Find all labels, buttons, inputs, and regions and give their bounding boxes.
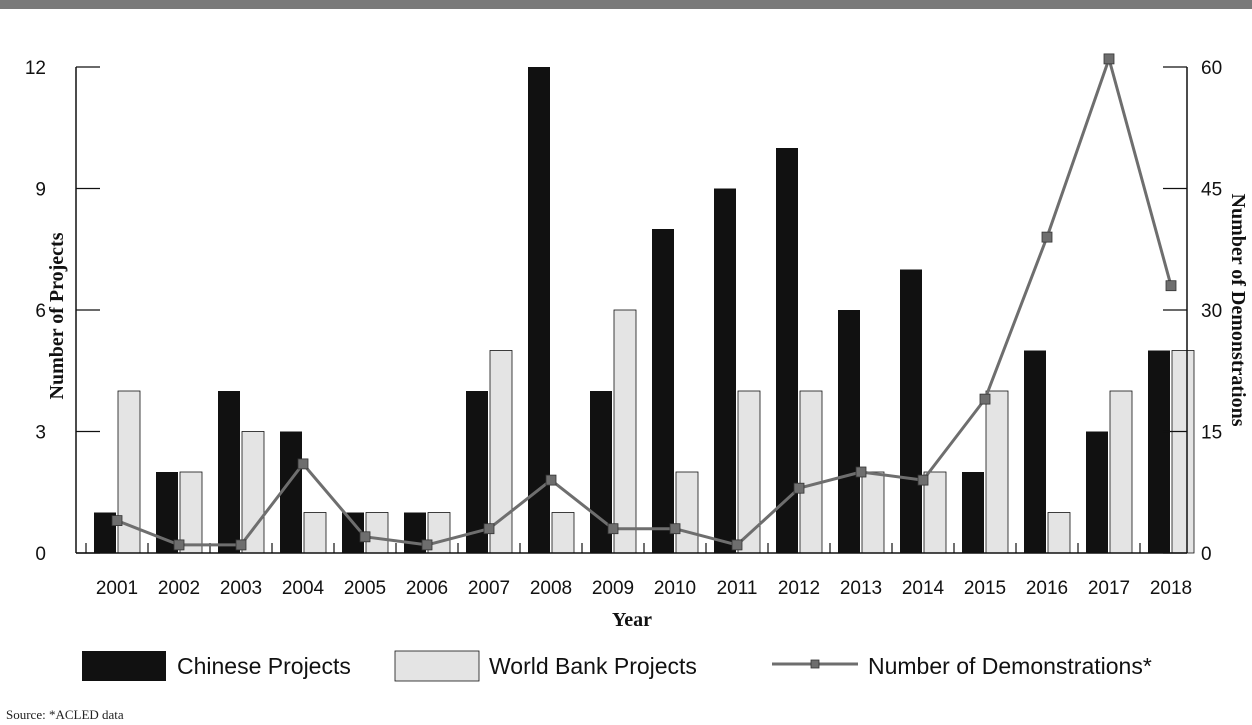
- bar-chinese-2008: [528, 67, 550, 553]
- demonstrations-point-2017: [1103, 53, 1115, 65]
- bar-worldbank-2007: [489, 350, 513, 554]
- bar-worldbank-2003: [241, 431, 265, 554]
- x-tick-label-2010: 2010: [654, 578, 696, 599]
- y-tick-left-label-6: 6: [35, 301, 46, 322]
- x-tick-label-2015: 2015: [964, 578, 1006, 599]
- x-tick-label-2007: 2007: [468, 578, 510, 599]
- x-tick-label-2004: 2004: [282, 578, 325, 599]
- x-tick-label-2005: 2005: [344, 578, 386, 599]
- source-note: Source: *ACLED data: [6, 707, 124, 722]
- legend-label-demonstrations: Number of Demonstrations*: [868, 653, 1152, 679]
- bar-chinese-2013: [838, 310, 860, 553]
- x-tick-label-2012: 2012: [778, 578, 820, 599]
- bar-chinese-2018: [1148, 350, 1170, 553]
- bar-worldbank-2018: [1171, 350, 1195, 554]
- demonstrations-point-2015: [979, 393, 991, 405]
- tick-labels-layer: 0 3 6 9 12 0 15 30 45 60 2001 2002 2003 2004 2005 2006 2…: [25, 58, 1222, 599]
- x-tick-label-2008: 2008: [530, 578, 572, 599]
- demonstrations-point-2013: [855, 466, 867, 478]
- bar-chinese-2011: [714, 188, 736, 553]
- bar-chinese-2001: [94, 512, 116, 553]
- demonstrations-point-2011: [731, 539, 743, 551]
- bar-chinese-2012: [776, 148, 798, 553]
- bar-worldbank-2009: [613, 309, 637, 554]
- demonstrations-point-2005: [359, 531, 371, 543]
- demonstrations-point-2004: [297, 458, 309, 470]
- axes-layer: [75, 66, 1188, 554]
- demonstrations-point-2009: [607, 523, 619, 535]
- y-tick-right-label-45: 45: [1201, 180, 1222, 201]
- demonstrations-point-2001: [111, 515, 123, 526]
- y-tick-right-label-60: 60: [1201, 58, 1222, 79]
- legend-swatch-chinese: [82, 651, 166, 681]
- y-axis-right-title: Number of Demonstrations: [1227, 194, 1249, 427]
- bars-layer: [94, 67, 1195, 554]
- bar-chinese-2010: [652, 229, 674, 553]
- x-tick-label-2018: 2018: [1150, 578, 1192, 599]
- demonstrations-line-layer: [111, 53, 1177, 551]
- y-tick-right-label-15: 15: [1201, 423, 1222, 444]
- x-tick-label-2006: 2006: [406, 578, 448, 599]
- bar-chinese-2016: [1024, 350, 1046, 553]
- bar-chinese-2002: [156, 472, 178, 553]
- bar-worldbank-2017: [1109, 390, 1133, 554]
- y-tick-left-label-0: 0: [35, 544, 46, 565]
- bar-chinese-2009: [590, 391, 612, 553]
- x-tick-label-2001: 2001: [96, 578, 138, 599]
- x-tick-label-2011: 2011: [717, 578, 758, 599]
- y-tick-left-label-9: 9: [35, 180, 46, 201]
- bar-chinese-2007: [466, 391, 488, 553]
- demonstrations-point-2002: [173, 539, 185, 551]
- y-tick-right-label-30: 30: [1201, 301, 1222, 322]
- y-axis-left-title: Number of Projects: [46, 232, 68, 399]
- bar-worldbank-2008: [551, 512, 575, 554]
- bar-worldbank-2004: [303, 512, 327, 554]
- demonstrations-line: [116, 57, 1173, 547]
- y-tick-left-label-3: 3: [35, 423, 46, 444]
- top-bar: [0, 0, 1252, 9]
- legend: Chinese Projects World Bank Projects Num…: [82, 650, 1152, 682]
- bar-chinese-2014: [900, 269, 922, 553]
- x-tick-label-2014: 2014: [902, 578, 945, 599]
- x-tick-label-2013: 2013: [840, 578, 882, 599]
- demonstrations-point-2012: [793, 482, 805, 494]
- x-tick-label-2002: 2002: [158, 578, 200, 599]
- x-tick-label-2003: 2003: [220, 578, 262, 599]
- bar-chinese-2017: [1086, 431, 1108, 553]
- bar-worldbank-2012: [799, 390, 823, 554]
- demonstrations-point-2007: [483, 523, 495, 535]
- demonstrations-point-2008: [545, 474, 557, 486]
- demonstrations-point-2003: [235, 539, 247, 551]
- bar-worldbank-2010: [675, 471, 699, 554]
- bar-worldbank-2016: [1047, 512, 1071, 554]
- legend-swatch-worldbank: [394, 650, 480, 682]
- bar-worldbank-2013: [861, 471, 885, 554]
- bar-chinese-2004: [280, 431, 302, 553]
- bar-worldbank-2015: [985, 390, 1009, 554]
- demonstrations-point-2016: [1041, 231, 1053, 243]
- x-axis-title: Year: [612, 609, 652, 631]
- legend-label-chinese: Chinese Projects: [177, 653, 351, 679]
- demonstrations-point-2006: [421, 539, 433, 551]
- demonstrations-point-2014: [917, 474, 929, 486]
- demonstrations-point-2010: [669, 523, 681, 535]
- bar-chinese-2005: [342, 512, 364, 553]
- bar-chinese-2015: [962, 472, 984, 553]
- y-tick-left-label-12: 12: [25, 58, 46, 79]
- legend-label-worldbank: World Bank Projects: [489, 653, 697, 679]
- y-tick-right-label-0: 0: [1201, 544, 1212, 565]
- demonstrations-point-2018: [1165, 280, 1177, 292]
- x-tick-label-2016: 2016: [1026, 578, 1068, 599]
- legend-marker-demonstrations: [810, 659, 820, 669]
- x-tick-label-2009: 2009: [592, 578, 634, 599]
- bar-chinese-2003: [218, 391, 240, 553]
- x-tick-label-2017: 2017: [1088, 578, 1130, 599]
